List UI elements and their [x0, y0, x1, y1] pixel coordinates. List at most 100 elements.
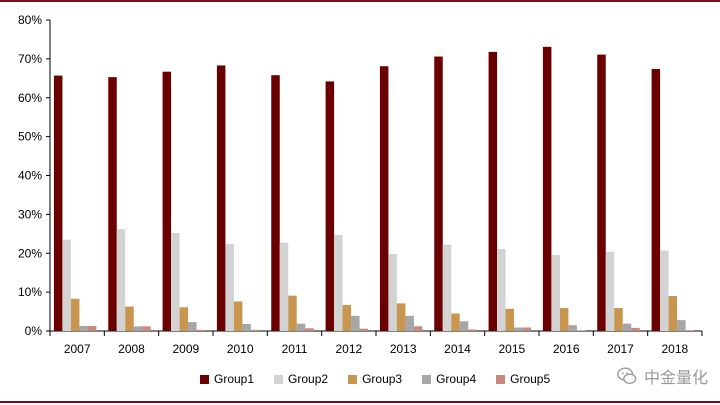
y-tick-label: 40% — [18, 169, 42, 183]
bar-group4-2014 — [459, 321, 469, 331]
bar-group5-2007 — [87, 325, 97, 331]
bar-group5-2018 — [685, 330, 695, 331]
bottom-border-line — [0, 401, 720, 403]
bar-group3-2009 — [179, 307, 189, 331]
bar-group1-2015 — [488, 51, 498, 331]
bar-group4-2013 — [405, 315, 414, 331]
legend-swatch — [348, 374, 358, 384]
bar-group3-2012 — [342, 304, 352, 331]
legend-label: Group3 — [362, 372, 403, 386]
y-tick-label: 80% — [18, 13, 42, 27]
bar-group2-2017 — [605, 251, 615, 331]
y-tick-label: 60% — [18, 91, 42, 105]
bar-group2-2016 — [551, 254, 560, 331]
legend-item-group1: Group1 — [200, 372, 254, 386]
bar-group2-2015 — [497, 248, 506, 331]
x-tick-label: 2011 — [282, 342, 308, 356]
y-tick-label: 20% — [18, 246, 42, 260]
y-tick-label: 30% — [18, 207, 42, 221]
bar-group1-2013 — [379, 66, 389, 331]
x-tick-label: 2010 — [227, 342, 254, 356]
bar-group5-2009 — [196, 329, 206, 331]
bar-group5-2017 — [631, 327, 640, 331]
legend-label: Group1 — [214, 372, 255, 386]
bar-group4-2018 — [677, 320, 686, 331]
bar-group1-2008 — [108, 77, 117, 332]
legend-label: Group2 — [288, 372, 329, 386]
watermark-text: 中金量化 — [643, 370, 708, 387]
bar-group4-2012 — [351, 315, 360, 331]
legend-swatch — [274, 374, 284, 384]
legend-item-group3: Group3 — [348, 372, 402, 386]
x-tick-label: 2018 — [661, 342, 688, 356]
bar-group2-2018 — [660, 250, 669, 331]
bar-group3-2007 — [70, 298, 80, 331]
bar-group2-2014 — [442, 244, 452, 331]
legend-item-group5: Group5 — [496, 372, 550, 386]
x-tick-label: 2014 — [444, 342, 471, 356]
bar-group2-2009 — [171, 233, 180, 331]
bar-group3-2016 — [559, 308, 569, 331]
x-tick-label: 2013 — [390, 342, 417, 356]
legend-label: Group4 — [436, 372, 477, 386]
bar-group4-2017 — [622, 323, 632, 331]
legend-item-group4: Group4 — [422, 372, 476, 386]
bar-group4-2016 — [568, 325, 577, 331]
bar-group1-2017 — [597, 54, 606, 331]
bar-group5-2008 — [142, 326, 151, 331]
bar-group4-2015 — [514, 327, 523, 331]
bar-group1-2012 — [325, 81, 335, 331]
bar-group3-2018 — [668, 296, 678, 331]
bar-group2-2011 — [279, 242, 289, 331]
legend-label: Group5 — [510, 372, 551, 386]
legend-item-group2: Group2 — [274, 372, 328, 386]
bar-group5-2014 — [468, 329, 477, 331]
bar-group5-2010 — [250, 329, 260, 331]
x-tick-label: 2015 — [498, 342, 525, 356]
bar-group2-2012 — [334, 234, 343, 331]
x-tick-label: 2008 — [118, 342, 145, 356]
bar-group5-2015 — [522, 327, 532, 331]
legend-swatch — [200, 374, 209, 384]
top-border-line — [0, 0, 720, 2]
bar-group4-2008 — [133, 326, 143, 331]
bar-group3-2010 — [233, 301, 243, 331]
bar-group3-2013 — [396, 303, 406, 331]
bar-group3-2015 — [505, 308, 515, 331]
bar-group4-2010 — [242, 324, 251, 331]
bar-group1-2018 — [651, 68, 661, 332]
bar-group3-2017 — [614, 308, 623, 331]
bar-group3-2011 — [288, 295, 297, 331]
bar-group1-2009 — [162, 71, 172, 332]
x-tick-label: 2007 — [64, 342, 91, 356]
bar-group1-2011 — [271, 75, 280, 331]
chart-legend: Group1 Group2 Group3 Group4 Group5 — [200, 372, 550, 386]
bar-group3-2014 — [451, 313, 460, 331]
x-tick-label: 2009 — [172, 342, 199, 356]
wechat-icon — [617, 367, 637, 385]
bar-group4-2007 — [79, 325, 88, 331]
y-tick-label: 10% — [18, 285, 42, 299]
bar-group4-2009 — [188, 322, 197, 331]
y-tick-label: 0% — [25, 324, 43, 338]
bar-group2-2010 — [225, 243, 234, 331]
x-tick-label: 2016 — [553, 342, 580, 356]
y-tick-label: 50% — [18, 130, 42, 144]
bar-group3-2008 — [125, 306, 134, 331]
bar-group5-2012 — [359, 328, 369, 331]
x-tick-label: 2017 — [607, 342, 634, 356]
legend-swatch — [422, 374, 432, 384]
bar-group2-2008 — [116, 229, 126, 331]
bar-group1-2010 — [216, 65, 226, 331]
bar-group5-2013 — [413, 326, 423, 331]
bar-group5-2011 — [305, 328, 314, 331]
bar-group2-2013 — [388, 254, 397, 331]
y-tick-label: 70% — [18, 52, 42, 66]
bar-group1-2016 — [542, 46, 552, 331]
legend-swatch — [496, 374, 506, 384]
bar-group2-2007 — [62, 239, 71, 331]
bar-group1-2007 — [53, 75, 63, 331]
bar-group1-2014 — [434, 56, 443, 331]
bar-group4-2011 — [296, 323, 306, 331]
